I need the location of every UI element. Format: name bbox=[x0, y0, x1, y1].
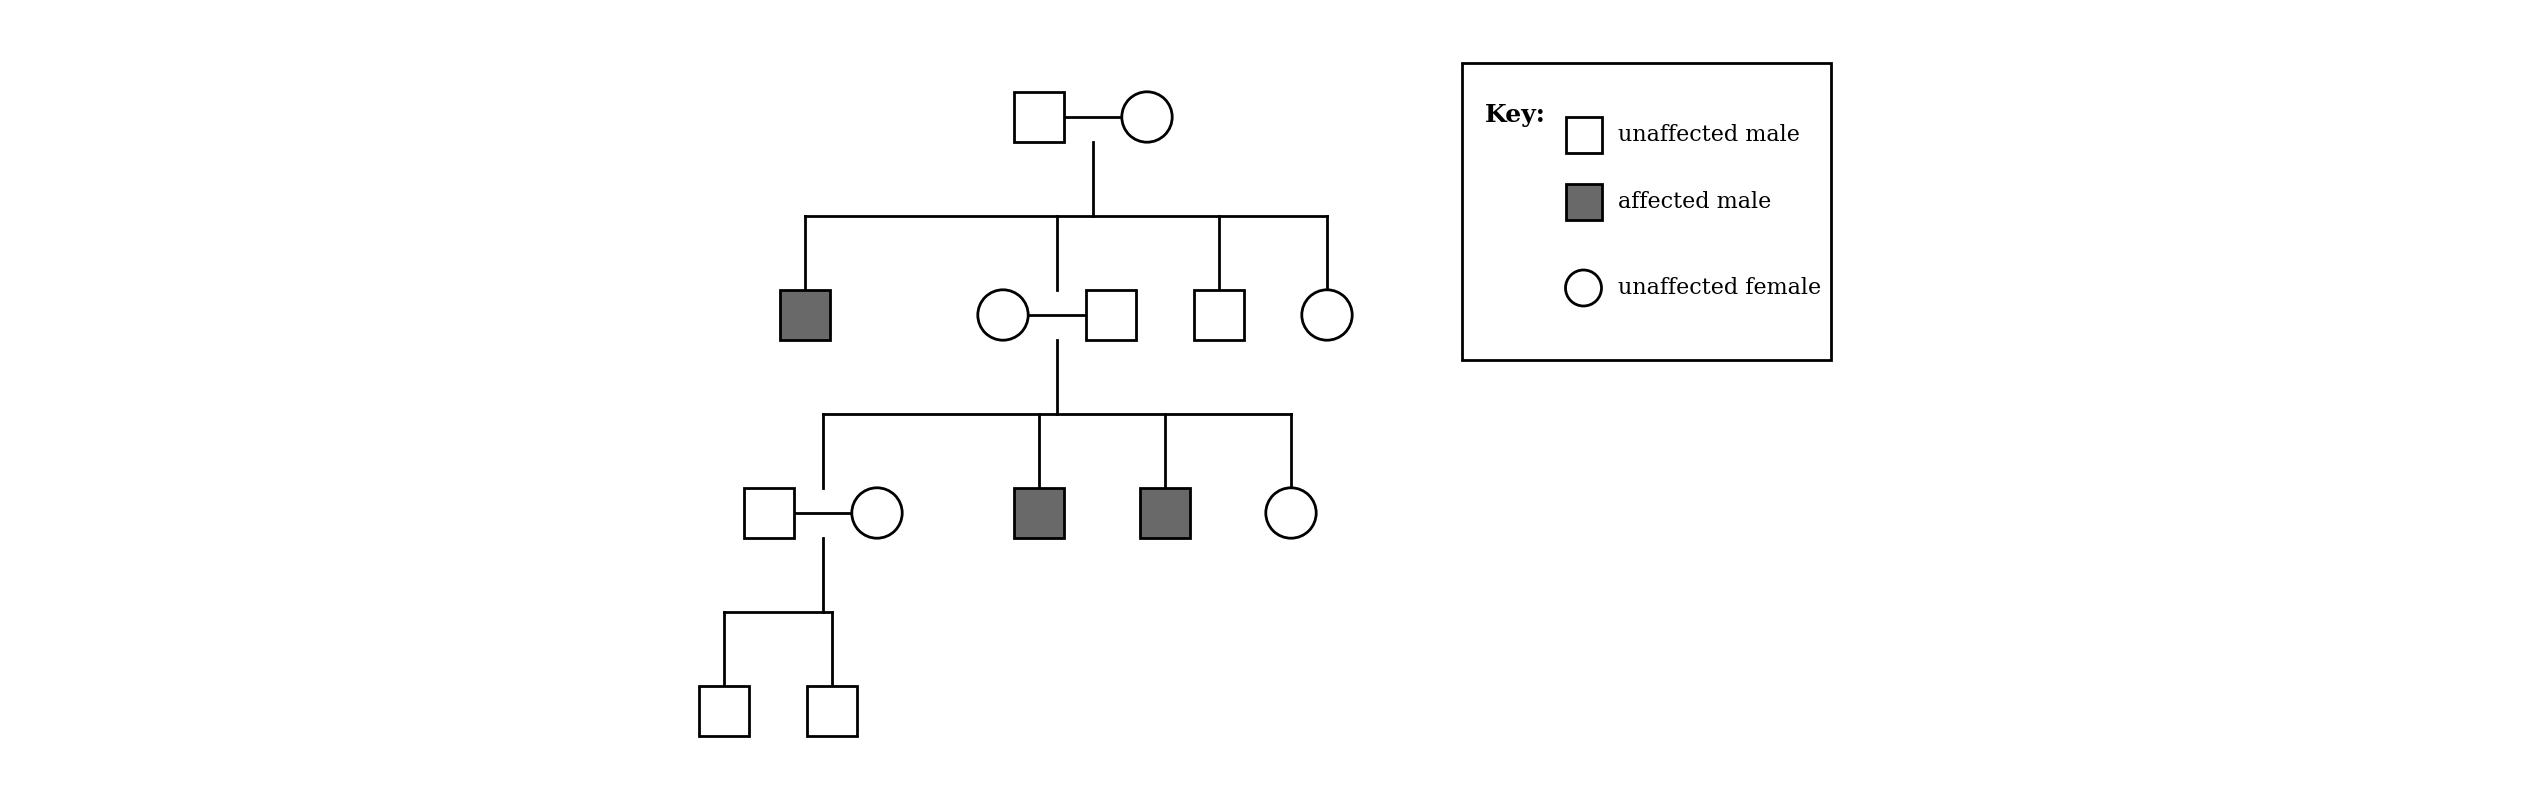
Circle shape bbox=[978, 290, 1029, 340]
Circle shape bbox=[1122, 92, 1173, 143]
Bar bbox=[1014, 488, 1064, 538]
Bar bbox=[1087, 290, 1135, 340]
Bar bbox=[806, 686, 857, 736]
Bar bbox=[779, 290, 829, 340]
Circle shape bbox=[1302, 290, 1352, 340]
Bar bbox=[743, 488, 794, 538]
Bar bbox=[1140, 488, 1191, 538]
Bar bbox=[1565, 185, 1603, 220]
Text: unaffected male: unaffected male bbox=[1618, 124, 1800, 146]
Text: affected male: affected male bbox=[1618, 191, 1772, 214]
Text: Key:: Key: bbox=[1484, 104, 1545, 127]
Bar bbox=[698, 686, 748, 736]
Text: unaffected female: unaffected female bbox=[1618, 277, 1820, 299]
Bar bbox=[1014, 92, 1064, 143]
Bar bbox=[1193, 290, 1244, 340]
Circle shape bbox=[852, 488, 902, 538]
Circle shape bbox=[1267, 488, 1317, 538]
Circle shape bbox=[1565, 270, 1603, 306]
Bar bbox=[1565, 117, 1603, 153]
Bar bbox=[1461, 63, 1830, 360]
